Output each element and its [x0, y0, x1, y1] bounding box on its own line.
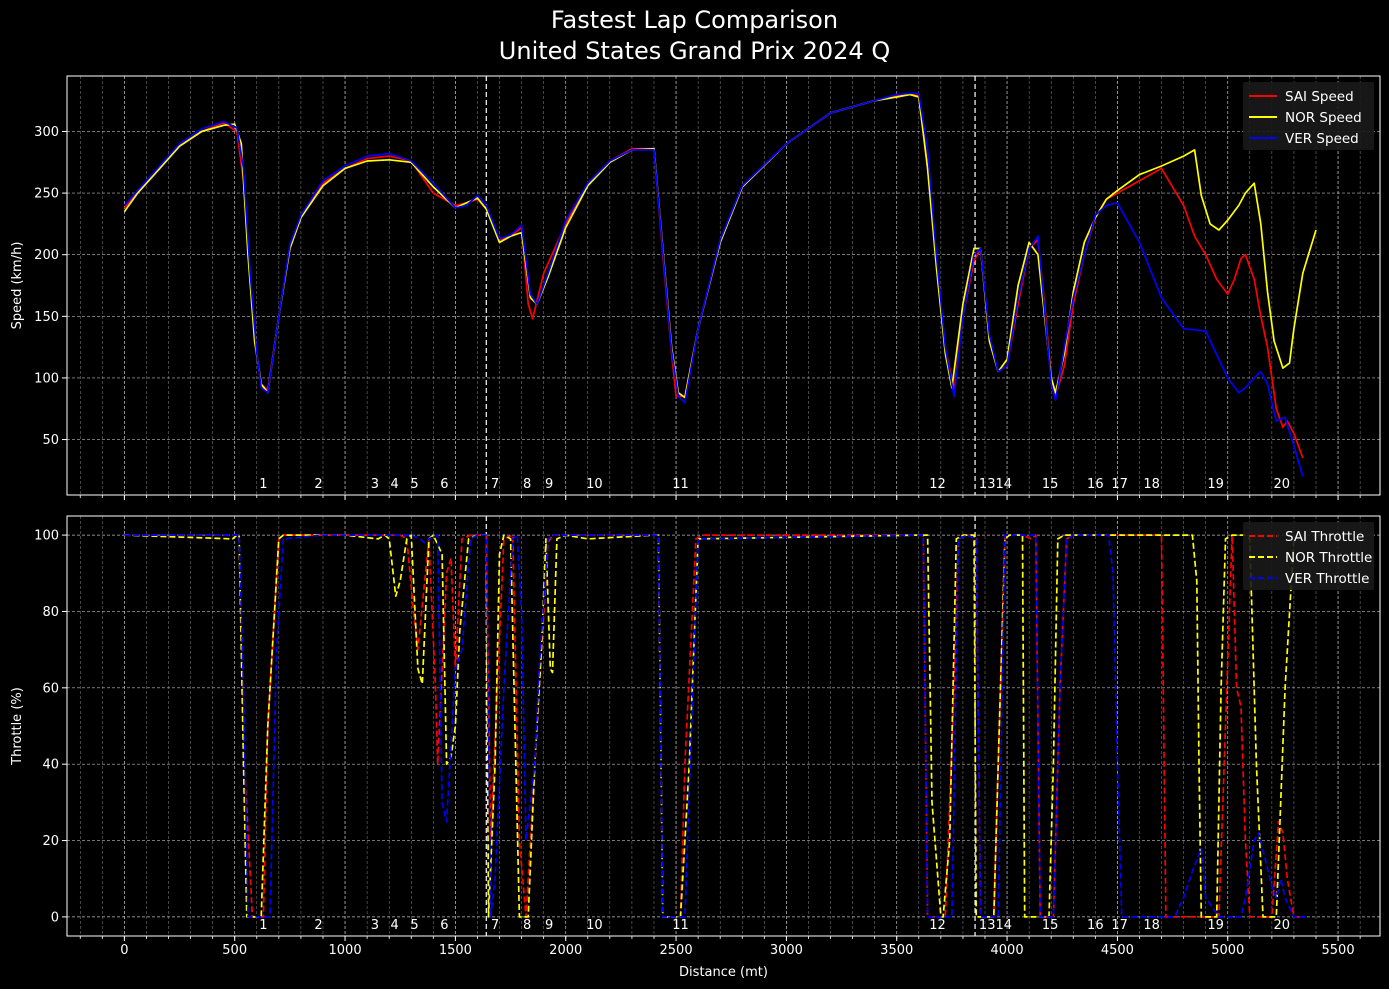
- y-tick-label: 200: [34, 248, 59, 263]
- corner-label: 10: [586, 477, 603, 492]
- y-tick-label: 60: [42, 681, 59, 696]
- axes-frame: [66, 75, 1381, 496]
- axes-frame: [66, 515, 1381, 937]
- y-tick-label: 300: [34, 125, 59, 140]
- corner-label: 4: [391, 477, 399, 492]
- corner-label: 16: [1087, 918, 1104, 933]
- corner-label: 9: [545, 918, 553, 933]
- y-tick-label: 80: [42, 605, 59, 620]
- corner-label: 13: [979, 477, 996, 492]
- legend-label: SAI Throttle: [1285, 529, 1364, 545]
- y-tick-label: 100: [34, 371, 59, 386]
- y-tick-label: 250: [34, 187, 59, 202]
- corner-label: 8: [523, 477, 531, 492]
- y-tick-label: 150: [34, 310, 59, 325]
- corner-label: 11: [672, 918, 689, 933]
- corner-label: 6: [440, 477, 448, 492]
- corner-label: 15: [1042, 918, 1059, 933]
- x-tick-label: 1500: [439, 943, 472, 958]
- x-tick-label: 3000: [770, 943, 803, 958]
- x-tick-label: 4000: [991, 943, 1024, 958]
- corner-label: 18: [1143, 477, 1160, 492]
- chart-title-line1: Fastest Lap Comparison: [550, 6, 839, 34]
- legend-box: [1243, 82, 1374, 150]
- y-tick-label: 40: [42, 758, 59, 773]
- corner-label: 7: [491, 918, 499, 933]
- legend-label: VER Throttle: [1285, 571, 1369, 587]
- y-axis-label: Speed (km/h): [10, 242, 25, 330]
- y-tick-label: 0: [51, 910, 59, 925]
- x-tick-label: 0: [120, 943, 128, 958]
- corner-label: 17: [1111, 477, 1128, 492]
- corner-label: 2: [314, 918, 322, 933]
- corner-label: 3: [371, 477, 379, 492]
- legend-box: [1243, 522, 1374, 590]
- corner-label: 10: [586, 918, 603, 933]
- series-line-ver-speed: [123, 92, 1304, 477]
- corner-label: 12: [929, 918, 946, 933]
- corner-label: 19: [1207, 918, 1224, 933]
- corner-label: 17: [1111, 918, 1128, 933]
- x-tick-label: 5000: [1211, 943, 1244, 958]
- corner-label: 14: [995, 918, 1012, 933]
- x-tick-label: 1000: [329, 943, 362, 958]
- corner-label: 1: [259, 477, 267, 492]
- corner-label: 20: [1274, 477, 1291, 492]
- x-tick-label: 2000: [549, 943, 582, 958]
- chart-title-line2: United States Grand Prix 2024 Q: [498, 37, 891, 65]
- x-tick-label: 5500: [1322, 943, 1355, 958]
- corner-label: 5: [410, 477, 418, 492]
- corner-label: 8: [523, 918, 531, 933]
- series-line-ver-throttle: [124, 534, 1308, 918]
- y-axis-label: Throttle (%): [10, 687, 25, 766]
- corner-label: 4: [391, 918, 399, 933]
- y-tick-label: 100: [34, 529, 59, 544]
- x-tick-label: 3500: [880, 943, 913, 958]
- y-tick-label: 50: [42, 433, 59, 448]
- corner-label: 19: [1207, 477, 1224, 492]
- corner-label: 15: [1042, 477, 1059, 492]
- corner-label: 5: [410, 918, 418, 933]
- corner-label: 3: [371, 918, 379, 933]
- corner-label: 16: [1087, 477, 1104, 492]
- corner-label: 9: [545, 477, 553, 492]
- x-tick-label: 500: [222, 943, 247, 958]
- corner-label: 1: [259, 918, 267, 933]
- corner-label: 11: [672, 477, 689, 492]
- corner-label: 6: [440, 918, 448, 933]
- corner-label: 2: [314, 477, 322, 492]
- x-tick-label: 4500: [1101, 943, 1134, 958]
- legend-label: NOR Speed: [1285, 110, 1362, 126]
- legend-label: VER Speed: [1285, 131, 1359, 147]
- legend-label: SAI Speed: [1285, 89, 1354, 105]
- x-tick-label: 2500: [660, 943, 693, 958]
- corner-label: 7: [491, 477, 499, 492]
- corner-label: 18: [1143, 918, 1160, 933]
- series-line-nor-throttle: [124, 534, 1295, 918]
- corner-label: 12: [929, 477, 946, 492]
- x-axis-label: Distance (mt): [679, 965, 768, 980]
- corner-label: 13: [979, 918, 996, 933]
- corner-label: 20: [1274, 918, 1291, 933]
- corner-label: 14: [995, 477, 1012, 492]
- legend-label: NOR Throttle: [1285, 550, 1372, 566]
- y-tick-label: 20: [42, 834, 59, 849]
